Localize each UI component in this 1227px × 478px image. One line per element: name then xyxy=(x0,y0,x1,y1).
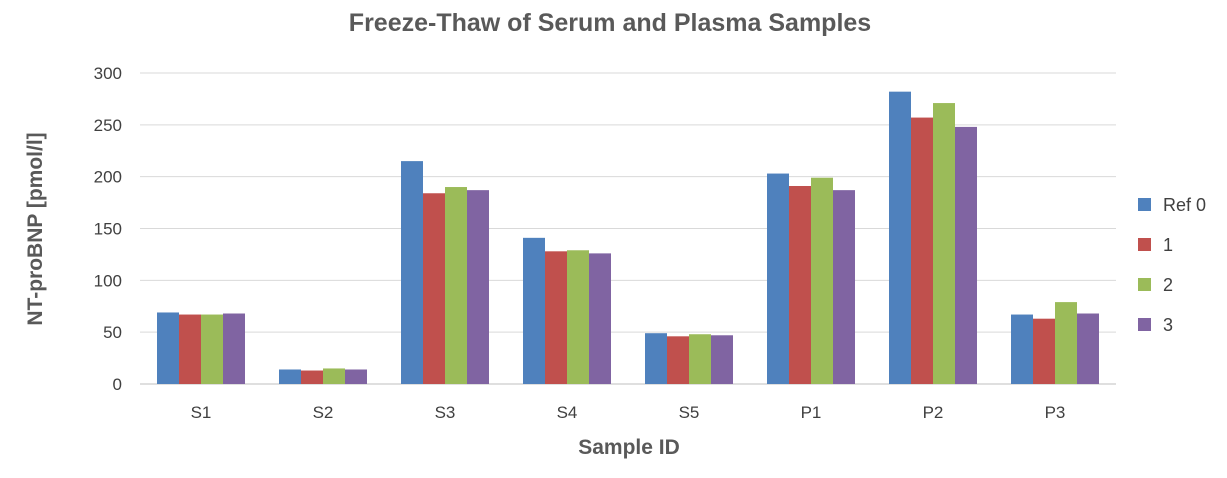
bar xyxy=(711,335,733,384)
bar xyxy=(955,126,977,384)
bar xyxy=(157,312,179,384)
bar xyxy=(323,368,345,384)
bar xyxy=(201,314,223,384)
bar xyxy=(1033,318,1055,384)
legend-label: 1 xyxy=(1163,235,1173,255)
bar xyxy=(1055,302,1077,384)
bar xyxy=(301,370,323,384)
bar xyxy=(667,336,689,384)
gridlines xyxy=(140,72,1116,385)
bar xyxy=(1077,313,1099,384)
bar xyxy=(589,253,611,384)
legend-swatch xyxy=(1138,278,1151,291)
bar xyxy=(545,251,567,384)
x-tick-label: S5 xyxy=(679,403,700,422)
legend-swatch xyxy=(1138,238,1151,251)
bar xyxy=(889,91,911,384)
y-axis-title: NT-proBNP [pmol/l] xyxy=(24,132,47,325)
bar xyxy=(645,333,667,384)
legend-swatch xyxy=(1138,318,1151,331)
bar xyxy=(767,173,789,384)
bar xyxy=(911,117,933,385)
bar xyxy=(345,369,367,384)
bar xyxy=(933,103,955,385)
x-tick-label: P1 xyxy=(801,403,822,422)
y-tick-label: 0 xyxy=(113,375,122,394)
bar xyxy=(523,237,545,384)
legend: Ref 0 1 2 3 xyxy=(1138,195,1206,335)
y-tick-label: 150 xyxy=(94,220,122,239)
chart-title: Freeze-Thaw of Serum and Plasma Samples xyxy=(349,9,871,37)
y-tick-label: 250 xyxy=(94,116,122,135)
x-axis: S1 S2 S3 S4 S5 P1 P2 P3 xyxy=(191,403,1066,422)
y-tick-label: 100 xyxy=(94,271,122,290)
bar xyxy=(833,190,855,384)
x-tick-label: S3 xyxy=(435,403,456,422)
y-tick-label: 300 xyxy=(94,64,122,83)
bar xyxy=(811,177,833,384)
y-tick-label: 50 xyxy=(103,323,122,342)
bars xyxy=(157,91,1099,385)
bar xyxy=(279,369,301,384)
bar xyxy=(789,185,811,384)
y-axis: 0 50 100 150 200 250 300 xyxy=(94,64,122,394)
bar xyxy=(401,161,423,384)
bar xyxy=(1011,314,1033,384)
x-tick-label: P2 xyxy=(923,403,944,422)
legend-label: Ref 0 xyxy=(1163,195,1206,215)
legend-label: 2 xyxy=(1163,275,1173,295)
x-tick-label: P3 xyxy=(1045,403,1066,422)
x-tick-label: S1 xyxy=(191,403,212,422)
bar xyxy=(445,187,467,384)
y-tick-label: 200 xyxy=(94,168,122,187)
x-tick-label: S4 xyxy=(557,403,578,422)
legend-label: 3 xyxy=(1163,315,1173,335)
bar xyxy=(423,193,445,384)
bar xyxy=(689,334,711,384)
bar xyxy=(467,190,489,384)
x-axis-title: Sample ID xyxy=(578,436,680,459)
bar xyxy=(179,314,201,384)
x-tick-label: S2 xyxy=(313,403,334,422)
legend-swatch xyxy=(1138,198,1151,211)
bar xyxy=(567,250,589,384)
bar xyxy=(223,313,245,384)
